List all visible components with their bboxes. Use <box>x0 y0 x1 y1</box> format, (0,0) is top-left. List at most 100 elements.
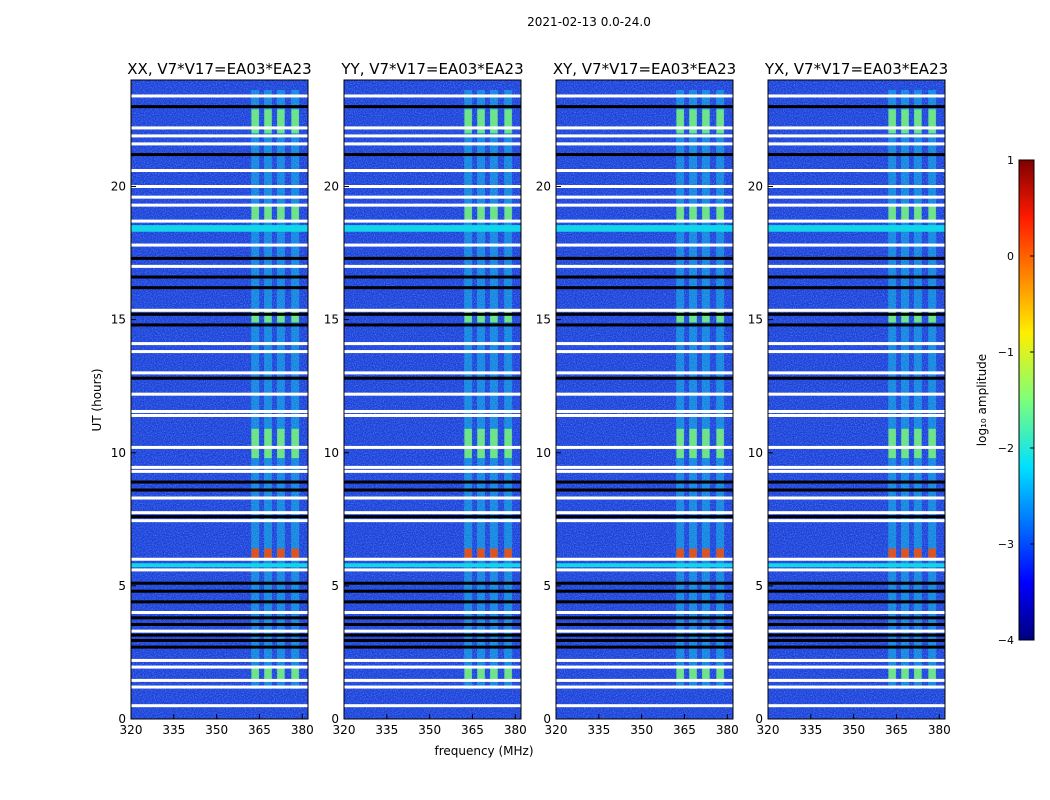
rfi-burst <box>928 668 936 680</box>
axes-frame <box>343 79 522 720</box>
figure-title: 2021-02-13 0.0-24.0 <box>527 15 651 29</box>
flag-row-white <box>556 704 733 708</box>
rfi-burst <box>716 548 724 560</box>
panel-title: YX, V7*V17=EA03*EA23 <box>764 60 948 78</box>
rfi-burst <box>888 668 896 680</box>
flag-row-black <box>768 488 945 492</box>
flag-row-black <box>131 153 308 157</box>
panel-title: YY, V7*V17=EA03*EA23 <box>340 60 523 78</box>
flag-row-white <box>131 264 308 268</box>
flag-row-white <box>556 511 733 515</box>
flag-row-white <box>344 469 521 473</box>
y-tick-label: 10 <box>111 446 126 460</box>
flag-row-white <box>768 94 945 98</box>
rfi-band-3 <box>913 90 922 689</box>
flag-row-white <box>131 511 308 515</box>
flag-row-white <box>768 568 945 572</box>
rfi-burst <box>676 311 684 323</box>
rfi-burst <box>702 205 710 222</box>
flag-row-black <box>131 515 308 519</box>
flag-row-black <box>131 600 308 604</box>
flag-row-white <box>556 445 733 449</box>
flag-row-white <box>131 185 308 188</box>
flag-row-white <box>344 568 521 572</box>
y-tick-label: 0 <box>755 712 763 726</box>
broadband-streak <box>344 563 521 568</box>
rfi-burst <box>888 205 896 222</box>
flag-row-white <box>556 126 733 130</box>
flag-row-white <box>131 445 308 449</box>
rfi-burst <box>504 548 512 560</box>
flag-row-white <box>556 685 733 689</box>
flag-row-white <box>556 392 733 396</box>
rfi-burst <box>901 428 909 459</box>
panel-title: XX, V7*V17=EA03*EA23 <box>127 60 311 78</box>
flag-row-black <box>768 638 945 642</box>
flag-row-black <box>344 275 521 279</box>
flag-row-white <box>344 203 521 207</box>
rfi-burst <box>676 668 684 680</box>
flag-row-white <box>556 203 733 207</box>
flag-row-white <box>556 371 733 375</box>
y-tick-label: 20 <box>748 180 763 194</box>
flag-row-white <box>131 195 308 199</box>
rfi-burst <box>901 311 909 323</box>
y-tick-label: 20 <box>536 180 551 194</box>
flag-row-black <box>768 633 945 637</box>
flag-row-black <box>131 581 308 585</box>
y-tick-label: 20 <box>324 180 339 194</box>
y-tick-label: 5 <box>118 579 126 593</box>
rfi-burst <box>702 668 710 680</box>
flag-row-white <box>768 658 945 662</box>
y-tick-label: 15 <box>536 313 551 327</box>
flag-row-white <box>131 350 308 354</box>
rfi-burst <box>928 311 936 323</box>
flag-row-white <box>768 678 945 682</box>
flag-row-white <box>131 557 308 561</box>
rfi-burst <box>251 668 259 680</box>
rfi-burst <box>888 548 896 560</box>
rfi-burst <box>928 109 936 134</box>
flag-row-black <box>768 616 945 620</box>
rfi-burst <box>676 109 684 134</box>
broadband-streak <box>131 225 308 232</box>
x-tick-label: 320 <box>757 723 780 737</box>
rfi-burst <box>888 311 896 323</box>
panels: XX, V7*V17=EA03*EA23 320 335 350 365 380 0 5 10 1… <box>111 60 951 737</box>
flag-row-black <box>556 275 733 279</box>
flag-row-white <box>131 409 308 413</box>
rfi-burst <box>702 311 710 323</box>
flag-row-black <box>768 622 945 626</box>
colorbar-tick-label: 1 <box>1007 154 1014 167</box>
rfi-band-4 <box>716 90 725 689</box>
rfi-burst <box>264 205 272 222</box>
x-tick-label: 350 <box>630 723 653 737</box>
flag-row-black <box>768 105 945 109</box>
flag-row-black <box>556 515 733 519</box>
flag-row-white <box>344 134 521 138</box>
colorbar-label: log₁₀ amplitude <box>975 354 989 446</box>
panel-2: YY, V7*V17=EA03*EA23 320 335 350 365 380 0 5 10 1… <box>324 60 527 737</box>
rfi-burst <box>689 548 697 560</box>
flag-row-white <box>768 409 945 413</box>
rfi-band-3 <box>276 90 285 689</box>
rfi-burst <box>251 109 259 134</box>
x-tick-label: 320 <box>333 723 356 737</box>
flag-row-black <box>556 633 733 637</box>
flag-row-black <box>131 480 308 484</box>
flag-row-white <box>344 611 521 614</box>
rfi-burst <box>914 109 922 134</box>
rfi-burst <box>291 311 299 323</box>
rfi-burst <box>504 668 512 680</box>
rfi-burst <box>464 548 472 560</box>
rfi-burst <box>676 548 684 560</box>
rfi-band-2 <box>477 90 486 689</box>
flag-row-white <box>344 342 521 346</box>
y-axis-label: UT (hours) <box>90 368 104 431</box>
rfi-burst <box>291 109 299 134</box>
y-tick-label: 5 <box>543 579 551 593</box>
axes-frame <box>767 79 946 720</box>
flag-row-white <box>344 511 521 515</box>
x-tick-label: 320 <box>120 723 143 737</box>
rfi-band-3 <box>701 90 710 689</box>
